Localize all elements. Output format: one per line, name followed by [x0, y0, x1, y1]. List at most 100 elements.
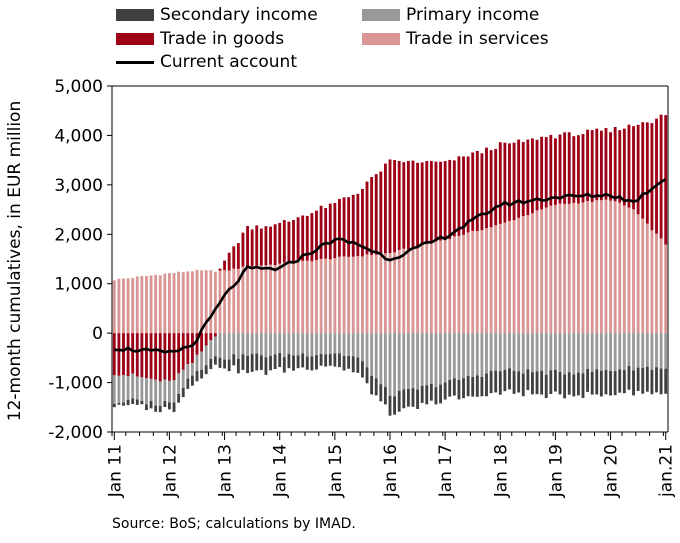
bar-primary: [218, 333, 222, 358]
bar-goods: [609, 132, 612, 201]
bar-goods: [181, 333, 185, 370]
bar-goods: [246, 226, 249, 268]
bar-goods: [645, 122, 649, 224]
bar-primary: [664, 333, 668, 369]
bar-goods: [310, 213, 314, 262]
bar-services: [503, 222, 507, 334]
bar-goods: [498, 142, 502, 224]
bar-primary: [351, 333, 355, 357]
bar-goods: [347, 197, 351, 257]
bar-secondary: [485, 373, 488, 397]
bar-primary: [241, 333, 245, 355]
bar-services: [117, 278, 121, 334]
bar-primary: [145, 378, 148, 405]
bar-goods: [521, 141, 525, 216]
bar-primary: [498, 333, 502, 372]
bar-primary: [599, 333, 603, 371]
bar-goods: [195, 333, 199, 355]
bar-secondary: [370, 375, 374, 395]
bar-secondary: [498, 371, 502, 395]
bar-primary: [434, 333, 438, 388]
bar-goods: [439, 161, 442, 241]
bar-secondary: [269, 355, 272, 371]
x-tick-label: Jan 18: [491, 444, 511, 498]
bar-secondary: [158, 405, 162, 413]
bar-goods: [383, 163, 387, 254]
bar-secondary: [448, 379, 452, 397]
bar-secondary: [531, 372, 534, 395]
bar-secondary: [650, 369, 654, 395]
bar-goods: [204, 333, 208, 346]
bar-services: [622, 205, 626, 334]
bar-services: [512, 220, 516, 334]
bar-services: [236, 268, 240, 334]
bar-secondary: [328, 353, 332, 366]
bar-goods: [186, 333, 190, 365]
bar-services: [145, 276, 148, 334]
bar-services: [590, 201, 594, 334]
bar-primary: [655, 333, 658, 368]
bar-goods: [213, 333, 217, 337]
bar-primary: [609, 333, 612, 372]
bar-services: [425, 243, 429, 334]
bar-secondary: [282, 357, 286, 373]
bar-services: [361, 256, 364, 334]
bar-goods: [356, 193, 360, 257]
bar-services: [466, 232, 470, 334]
bar-primary: [356, 333, 360, 358]
bar-goods: [526, 139, 530, 216]
bar-services: [273, 265, 277, 334]
bar-services: [489, 227, 493, 334]
bar-goods: [558, 134, 562, 204]
bar-secondary: [411, 388, 415, 407]
bar-goods: [218, 268, 222, 271]
bar-services: [195, 269, 199, 334]
bar-services: [190, 271, 194, 334]
bar-goods: [328, 203, 332, 260]
bar-primary: [347, 333, 351, 356]
x-tick-label: Jan 20: [602, 444, 622, 498]
bar-services: [301, 260, 305, 334]
bar-goods: [563, 132, 567, 204]
bar-goods: [595, 128, 599, 201]
bar-secondary: [457, 380, 461, 400]
bar-services: [328, 259, 332, 334]
bar-secondary: [351, 356, 355, 373]
bar-secondary: [535, 371, 539, 395]
bar-services: [264, 265, 268, 334]
bar-services: [544, 207, 548, 334]
bar-primary: [508, 333, 511, 369]
bar-goods: [397, 160, 401, 250]
bar-goods: [457, 156, 461, 236]
bar-primary: [250, 333, 254, 355]
bar-services: [365, 254, 369, 334]
bar-primary: [305, 333, 309, 357]
x-tick-label: Jan 16: [381, 444, 401, 498]
bar-services: [310, 261, 314, 334]
bar-primary: [503, 333, 507, 370]
bar-services: [498, 223, 502, 334]
bar-services: [535, 210, 539, 334]
bar-primary: [333, 333, 337, 354]
bar-secondary: [379, 384, 383, 402]
bar-goods: [434, 161, 438, 242]
bar-goods: [379, 171, 383, 254]
bar-services: [599, 200, 603, 334]
bar-primary: [236, 333, 240, 359]
bar-secondary: [590, 371, 594, 395]
bar-services: [494, 225, 498, 334]
bar-primary: [246, 333, 249, 356]
bar-services: [618, 202, 622, 334]
y-tick-label: 5,000: [54, 77, 103, 97]
legend-label: Trade in goods: [160, 29, 285, 49]
bar-services: [338, 256, 341, 334]
bar-goods: [140, 333, 144, 378]
bar-primary: [549, 333, 553, 371]
bar-secondary: [112, 403, 116, 408]
bar-services: [581, 202, 585, 334]
bar-services: [636, 214, 640, 334]
bar-services: [650, 230, 654, 334]
bar-secondary: [305, 356, 309, 370]
bar-services: [181, 272, 185, 334]
bar-secondary: [526, 369, 530, 391]
